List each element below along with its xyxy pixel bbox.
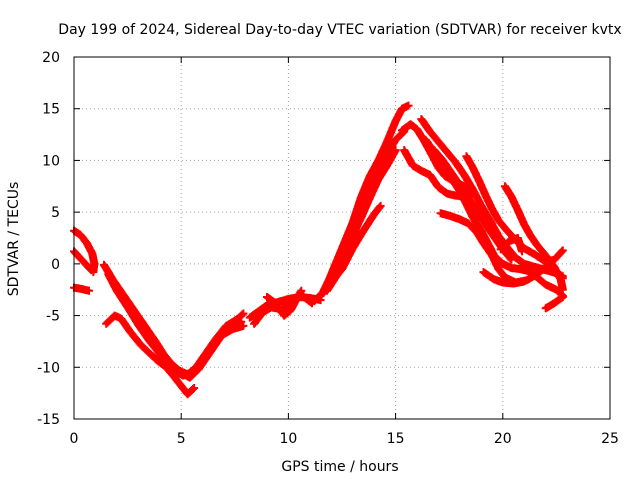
data-track-markers	[479, 268, 529, 288]
data-track-markers	[541, 293, 567, 313]
x-tick-label: 0	[70, 431, 79, 447]
data-track-markers	[151, 355, 199, 399]
data-track-markers	[348, 163, 389, 239]
y-tick-label: 20	[42, 50, 60, 66]
y-tick-label: -15	[37, 412, 60, 428]
y-tick-label: 15	[42, 102, 60, 118]
data-markers	[70, 101, 567, 399]
data-track-markers	[496, 234, 527, 256]
x-tick-label: 10	[279, 431, 297, 447]
y-tick-label: -5	[46, 309, 60, 325]
data-track-markers	[70, 283, 93, 295]
x-tick-label: 5	[177, 431, 186, 447]
y-tick-label: -10	[37, 360, 60, 376]
data-track-markers	[102, 311, 248, 380]
y-tick-label: 0	[51, 257, 60, 273]
chart-title: Day 199 of 2024, Sidereal Day-to-day VTE…	[58, 22, 621, 38]
y-axis-ticks: -15 -10 -5 0 5 10 15 20	[37, 50, 610, 428]
y-tick-label: 10	[42, 153, 60, 169]
x-tick-label: 20	[494, 431, 512, 447]
x-axis-label: GPS time / hours	[281, 459, 398, 475]
x-axis-ticks: 0 5 10 15 20 25	[70, 57, 619, 447]
plot-frame	[73, 56, 611, 420]
data-track-markers	[500, 182, 567, 294]
y-axis-label: SDTVAR / TECUs	[6, 182, 22, 297]
x-tick-label: 15	[387, 431, 405, 447]
x-tick-label: 25	[601, 431, 619, 447]
data-track-markers	[327, 201, 385, 287]
data-track-markers	[263, 286, 306, 320]
y-tick-label: 5	[51, 205, 60, 221]
data-track-markers	[400, 146, 469, 201]
